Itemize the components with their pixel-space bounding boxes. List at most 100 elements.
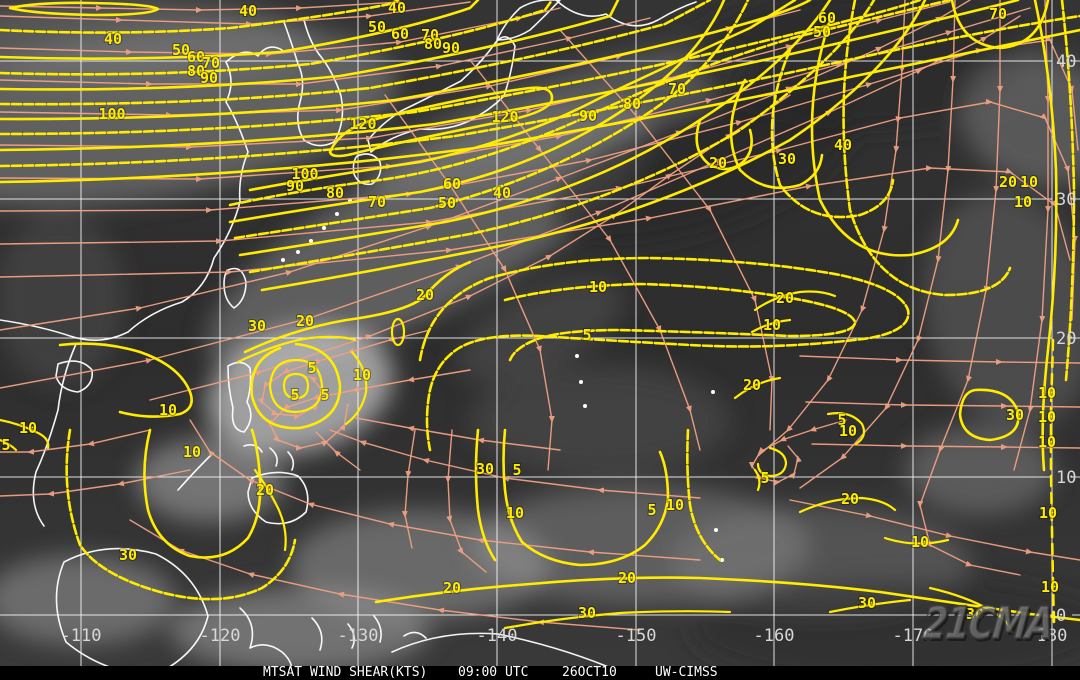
shear-value-label: 50: [368, 18, 386, 36]
shear-value-label: 10: [589, 278, 607, 296]
shear-value-label: 20: [443, 579, 461, 597]
shear-value-label: 60: [187, 48, 205, 66]
shear-value-label: 30: [1006, 406, 1024, 424]
shear-value-label: 20: [999, 173, 1017, 191]
lat-label: 0: [1056, 606, 1066, 626]
shear-value-label: 60: [391, 25, 409, 43]
valid-date: 26OCT10: [562, 665, 617, 680]
shear-value-label: 5: [1, 436, 10, 454]
shear-value-label: 20: [296, 312, 314, 330]
shear-value-label: 40: [388, 0, 406, 17]
shear-value-label: 20: [256, 481, 274, 499]
lat-label: 20: [1056, 329, 1076, 349]
lon-label: -140: [477, 626, 518, 646]
lon-label: 180: [1037, 626, 1068, 646]
shear-value-label: 30: [966, 605, 984, 623]
shear-value-label: 50: [438, 194, 456, 212]
shear-value-label: 5: [647, 501, 656, 519]
coastline-hainan: [55, 360, 94, 393]
shear-value-label: 10: [911, 533, 929, 551]
shear-value-label: 20: [743, 376, 761, 394]
shear-value-label: 30: [119, 546, 137, 564]
shear-value-label: 80: [326, 184, 344, 202]
shear-value-label: 90: [200, 69, 218, 87]
lat-label: 30: [1056, 190, 1076, 210]
shear-value-label: 5: [290, 386, 299, 404]
shear-value-label: 30: [476, 460, 494, 478]
shear-value-label: 5: [582, 326, 591, 344]
lon-label: -170: [893, 626, 934, 646]
shear-value-label: 70: [368, 193, 386, 211]
lon-label: -110: [61, 626, 102, 646]
shear-value-label: 10: [1038, 408, 1056, 426]
shear-value-label: 5: [307, 359, 316, 377]
watermark: 21CMA: [919, 597, 1056, 650]
shear-value-label: 120: [491, 108, 518, 126]
shear-value-label: 10: [506, 504, 524, 522]
shear-value-label: 70: [668, 80, 686, 98]
data-source: UW-CIMSS: [655, 665, 718, 680]
lon-label: -120: [200, 626, 241, 646]
shear-value-label: 80: [623, 95, 641, 113]
shear-value-label: 10: [666, 496, 684, 514]
shear-value-label: 70: [421, 26, 439, 44]
product-title: MTSAT WIND SHEAR(KTS): [263, 665, 428, 680]
shear-value-label: 120: [349, 115, 376, 133]
lat-label: 10: [1056, 468, 1076, 488]
shear-value-label: 10: [839, 422, 857, 440]
shear-value-label: 10: [183, 443, 201, 461]
shear-value-label: 10: [1039, 504, 1057, 522]
shear-value-label: 50: [813, 23, 831, 41]
coastline-borneo: [55, 547, 209, 677]
shear-value-label: 30: [578, 604, 596, 622]
shear-value-label: 10: [159, 401, 177, 419]
shear-value-label: 10: [1020, 173, 1038, 191]
shear-value-label: 100: [98, 105, 125, 123]
lon-label: -130: [338, 626, 379, 646]
shear-value-label: 100: [291, 165, 318, 183]
shear-value-label: 10: [1038, 433, 1056, 451]
lon-label: -150: [616, 626, 657, 646]
shear-value-label: 60: [443, 175, 461, 193]
shear-value-label: 40: [239, 2, 257, 20]
shear-value-label: 90: [442, 39, 460, 57]
shear-value-label: 70: [989, 5, 1007, 23]
shear-value-label: 10: [1041, 578, 1059, 596]
shear-value-label: 40: [834, 136, 852, 154]
shear-value-label: 10: [763, 316, 781, 334]
shear-value-label: 10: [19, 419, 37, 437]
shear-value-label: 5: [837, 411, 846, 429]
shear-value-label: 5: [760, 469, 769, 487]
shear-value-label: 10: [353, 366, 371, 384]
shear-value-label: 20: [618, 569, 636, 587]
shear-value-label: 10: [1038, 384, 1056, 402]
shear-contour-layer: [0, 0, 1080, 634]
valid-time: 09:00 UTC: [458, 665, 529, 680]
shear-value-label: 30: [248, 317, 266, 335]
shear-value-label: 20: [776, 289, 794, 307]
coastline-luzon: [227, 361, 252, 433]
shear-value-label: 50: [172, 41, 190, 59]
shear-value-label: 70: [202, 54, 220, 72]
shear-value-label: 5: [320, 386, 329, 404]
shear-value-label: 80: [424, 35, 442, 53]
shear-value-label: 10: [1014, 193, 1032, 211]
shear-value-label: 20: [709, 154, 727, 172]
shear-value-label: 90: [286, 177, 304, 195]
shear-value-label: 5: [512, 461, 521, 479]
shear-value-label: 60: [818, 9, 836, 27]
shear-value-label: 20: [841, 490, 859, 508]
shear-value-label: 40: [493, 184, 511, 202]
lon-label: -160: [754, 626, 795, 646]
shear-value-label: 80: [187, 62, 205, 80]
status-bar: MTSAT WIND SHEAR(KTS) 09:00 UTC 26OCT10 …: [0, 666, 1080, 680]
shear-value-label: 20: [416, 286, 434, 304]
shear-value-label: 30: [778, 150, 796, 168]
shear-value-label: 90: [579, 107, 597, 125]
lat-label: 40: [1056, 52, 1076, 72]
shear-value-label: 30: [858, 594, 876, 612]
